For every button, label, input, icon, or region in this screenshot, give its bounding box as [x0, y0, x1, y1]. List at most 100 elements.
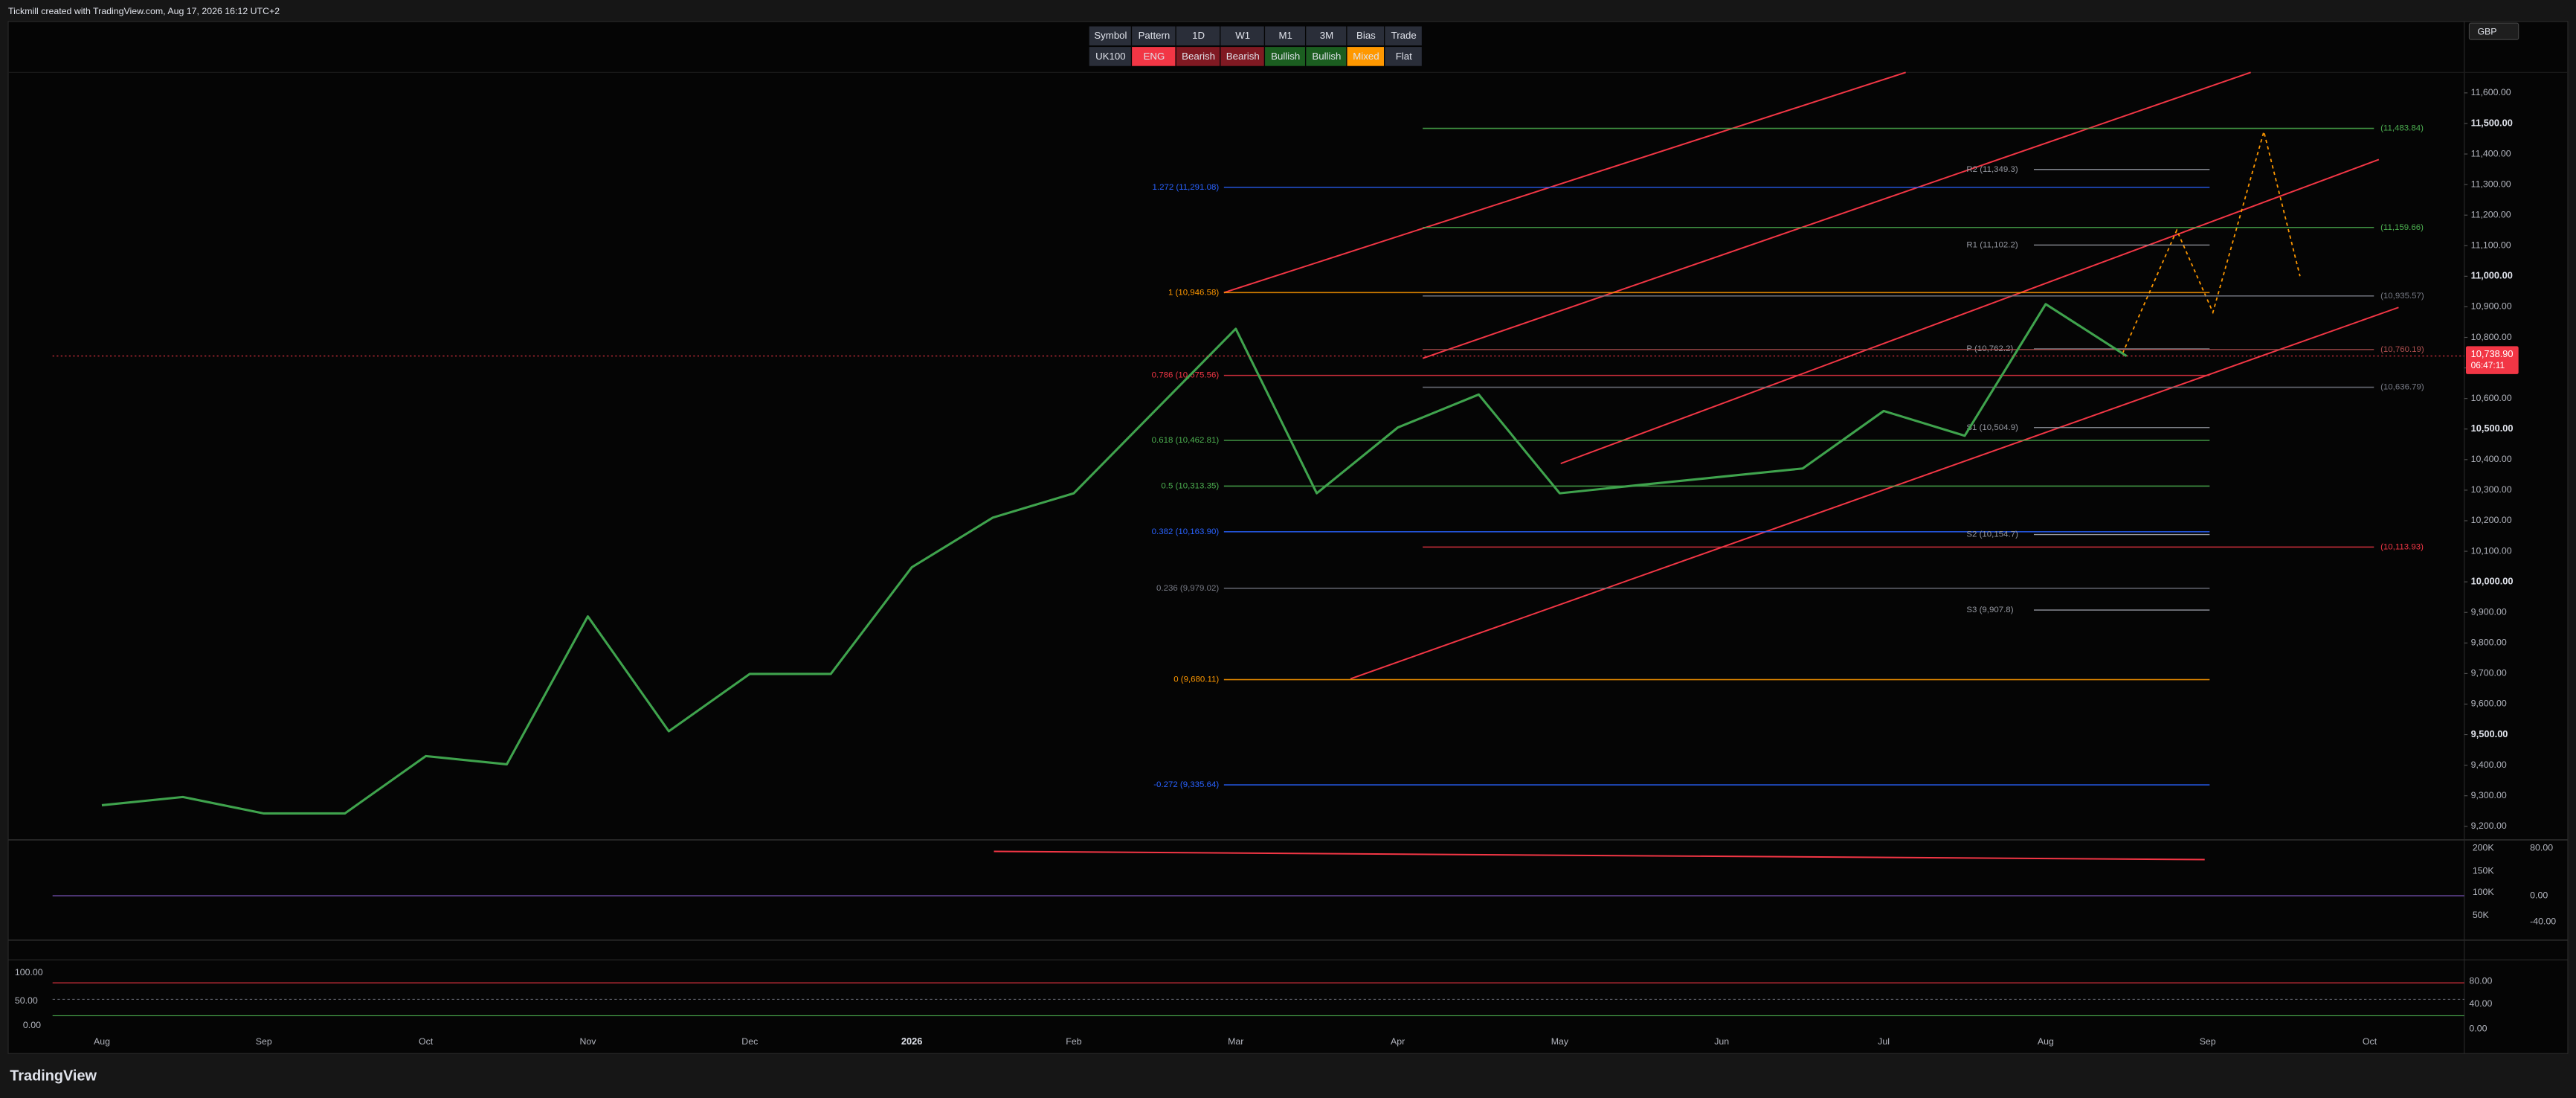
fib-label: 1.272 (11,291.08) [1153, 183, 1220, 192]
zone-label: (11,159.66) [2380, 223, 2424, 232]
table-cell-text: Bias [1356, 30, 1376, 41]
y-tick-label: 9,400.00 [2471, 760, 2507, 770]
stoch-axis-label: 0.00 [2469, 1023, 2487, 1033]
volume-axis-label: 200K [2473, 842, 2495, 853]
table-cell [1132, 26, 1176, 46]
table-cell-text: Flat [1396, 51, 1412, 62]
x-tick-label: Dec [741, 1036, 758, 1047]
countdown: 06:47:11 [2471, 360, 2505, 370]
table-cell [1220, 26, 1264, 46]
pivot-label: R2 (11,349.3) [1966, 165, 2018, 174]
zone-label: (11,483.84) [2380, 124, 2424, 133]
table-cell-text: Bullish [1312, 51, 1341, 62]
y-tick-label: 9,500.00 [2471, 728, 2508, 739]
y-tick-label: 10,000.00 [2471, 576, 2514, 587]
x-tick-label: Mar [1228, 1036, 1243, 1047]
table-cell [1306, 47, 1347, 66]
stoch-axis-label: 40.00 [2469, 998, 2492, 1009]
volume-axis-label: 100K [2473, 887, 2495, 897]
stoch-axis-label: 50.00 [15, 995, 38, 1006]
y-tick-label: 9,900.00 [2471, 606, 2507, 617]
y-tick-label: 11,400.00 [2471, 148, 2511, 158]
y-tick-label: 9,200.00 [2471, 821, 2507, 831]
last-price-box [2465, 346, 2519, 374]
table-cell [1347, 26, 1385, 46]
chart-area [7, 21, 2569, 1054]
table-cell-text: M1 [1278, 30, 1292, 41]
zone-label: (10,760.19) [2380, 345, 2424, 354]
fib-label: 0.382 (10,163.90) [1152, 527, 1220, 536]
table-cell-text: UK100 [1095, 51, 1126, 62]
fib-label: 0.5 (10,313.35) [1161, 481, 1219, 490]
y-tick-label: 9,800.00 [2471, 638, 2507, 648]
x-tick-label: Feb [1066, 1036, 1081, 1047]
currency-box[interactable] [2468, 22, 2519, 40]
y-tick-label: 9,600.00 [2471, 699, 2507, 709]
table-cell [1385, 47, 1422, 66]
table-cell-text: Bearish [1226, 51, 1260, 62]
table-cell [1176, 26, 1220, 46]
table-cell-text: 1D [1192, 30, 1205, 41]
x-tick-label: Oct [419, 1036, 434, 1047]
table-cell-text: Bearish [1182, 51, 1215, 62]
x-tick-label: Jul [1878, 1036, 1890, 1047]
fib-label: 0.618 (10,462.81) [1152, 436, 1220, 445]
y-tick-label: 11,600.00 [2471, 87, 2511, 97]
y-tick-label: 9,300.00 [2471, 790, 2507, 800]
stoch-axis-label: 100.00 [15, 967, 43, 977]
y-tick-label: 10,600.00 [2471, 393, 2512, 403]
footer-brand: TradingView [10, 1068, 97, 1084]
header-text: Tickmill created with TradingView.com, A… [8, 6, 280, 16]
table-cell [1176, 47, 1220, 66]
y-tick-label: 10,900.00 [2471, 301, 2512, 312]
x-tick-label: Aug [2038, 1036, 2054, 1047]
fib-label: 0.236 (9,979.02) [1156, 584, 1219, 593]
fib-label: 1 (10,946.58) [1168, 288, 1219, 297]
table-cell-text: Mixed [1353, 51, 1379, 62]
channel-line [1422, 71, 2251, 359]
zone-label: (10,113.93) [2380, 542, 2424, 551]
table-cell [1089, 26, 1131, 46]
pivot-label: S3 (9,907.8) [1966, 606, 2013, 614]
y-tick-label: 10,200.00 [2471, 515, 2512, 525]
table-cell-text: Bullish [1271, 51, 1300, 62]
y-tick-label: 10,100.00 [2471, 545, 2512, 556]
x-tick-label: Aug [94, 1036, 110, 1047]
y-tick-label: 11,200.00 [2471, 209, 2511, 219]
table-cell-text: 3M [1320, 30, 1333, 41]
table-cell [1265, 47, 1305, 66]
fib-label: -0.272 (9,335.64) [1153, 780, 1219, 789]
stoch-axis-label: 0.00 [23, 1020, 41, 1030]
oscillator-axis-label: -40.00 [2530, 916, 2556, 927]
table-cell-text: Symbol [1094, 30, 1127, 41]
y-tick-label: 11,300.00 [2471, 179, 2511, 189]
table-cell-text: ENG [1144, 51, 1165, 62]
currency[interactable]: GBP [2477, 26, 2496, 36]
trend-channel [994, 71, 2399, 861]
channel-line [1560, 158, 2380, 465]
x-tick-label: Jun [1714, 1036, 1729, 1047]
channel-line [1350, 306, 2399, 680]
pivot-label: P (10,762.2) [1966, 344, 2013, 353]
x-tick-label: Sep [256, 1036, 272, 1047]
price-line [101, 303, 2128, 815]
y-tick-label: 10,300.00 [2471, 484, 2512, 495]
oscillator-axis-label: 0.00 [2530, 890, 2548, 900]
y-tick-label: 11,000.00 [2471, 270, 2513, 281]
table-cell [1089, 47, 1131, 66]
table-cell [1306, 26, 1347, 46]
status-table: Symbol Pattern 1D W1 M1 3M Bias Trade UK100 ENG Be… [1089, 26, 1422, 66]
channel-line [1223, 71, 1906, 294]
x-tick-label: Nov [579, 1036, 596, 1047]
fib-label: 0 (9,680.11) [1173, 675, 1219, 684]
pivot-label: S1 (10,504.9) [1966, 423, 2018, 432]
x-tick-label: Sep [2200, 1036, 2216, 1047]
x-tick-label: Apr [1391, 1036, 1405, 1047]
x-tick-label: Oct [2363, 1036, 2377, 1047]
zone-label: (10,935.57) [2380, 292, 2424, 301]
y-tick-label: 10,800.00 [2471, 332, 2512, 342]
table-cell [1385, 26, 1422, 46]
volume-axis-label: 50K [2473, 910, 2490, 920]
oscillator-axis-label: 80.00 [2530, 842, 2553, 853]
